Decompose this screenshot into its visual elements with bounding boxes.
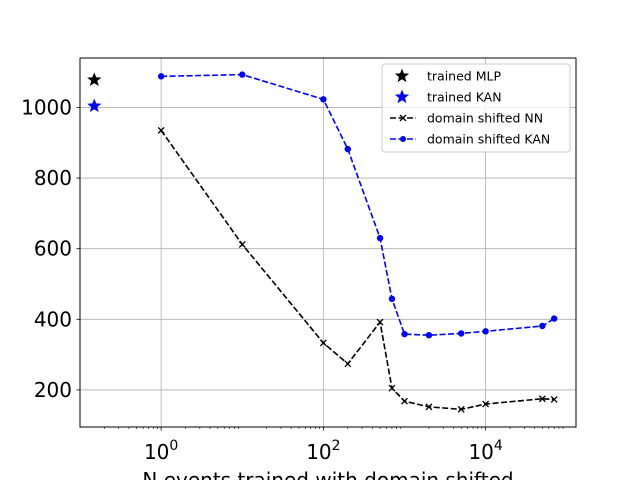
y-tick-label: 600 xyxy=(34,237,72,261)
data-point xyxy=(320,96,327,103)
y-tick-label: 200 xyxy=(34,378,72,402)
y-tick-label: 400 xyxy=(34,307,72,331)
data-point xyxy=(482,328,489,335)
data-point xyxy=(388,384,396,392)
series-line xyxy=(161,73,555,336)
x-tick-label: 102 xyxy=(306,438,340,464)
data-point xyxy=(319,339,327,347)
data-point xyxy=(344,145,351,153)
axis-ticks: 200 400 600 800 1000 100 102 104 xyxy=(21,95,564,464)
star-point xyxy=(87,98,102,113)
legend-label: trained KAN xyxy=(427,90,502,105)
legend-x-marker xyxy=(399,114,407,122)
series-line xyxy=(160,129,555,411)
data-point xyxy=(157,73,165,80)
data-point xyxy=(550,315,558,322)
data-point xyxy=(376,234,384,242)
legend-label: domain shifted KAN xyxy=(427,132,550,147)
data-point xyxy=(550,395,558,403)
series-2 xyxy=(87,98,102,113)
plot-series xyxy=(87,71,558,413)
legend-star-marker xyxy=(394,89,410,104)
series-1 xyxy=(87,72,102,86)
data-point xyxy=(458,330,465,337)
y-tick-label: 1000 xyxy=(21,95,72,119)
data-point xyxy=(457,405,465,413)
data-point xyxy=(538,395,546,403)
data-point xyxy=(401,397,408,405)
legend: trained MLP trained KAN domain shifted NN d… xyxy=(381,63,571,153)
legend-label: domain shifted NN xyxy=(427,111,543,126)
data-point xyxy=(482,400,490,408)
legend-star-marker xyxy=(394,68,410,83)
legend-box xyxy=(381,63,571,153)
data-point xyxy=(239,71,246,78)
series-3 xyxy=(157,126,558,413)
data-point xyxy=(344,360,352,368)
data-point xyxy=(238,240,246,248)
plot-frame xyxy=(79,57,577,428)
data-point xyxy=(401,330,408,338)
legend-circle-marker xyxy=(400,136,406,142)
x-tick-label: 100 xyxy=(144,438,178,464)
star-point xyxy=(87,72,102,86)
data-point xyxy=(425,403,433,411)
y-tick-label: 800 xyxy=(34,166,72,190)
series-4 xyxy=(157,71,558,339)
data-point xyxy=(539,322,546,330)
data-point xyxy=(376,318,384,326)
data-point xyxy=(425,331,433,339)
data-point xyxy=(157,126,165,134)
x-axis-label: N events trained with domain shifted xyxy=(142,468,513,480)
legend-label: trained MLP xyxy=(427,69,501,84)
x-tick-label: 104 xyxy=(468,438,502,464)
data-point xyxy=(388,295,396,303)
